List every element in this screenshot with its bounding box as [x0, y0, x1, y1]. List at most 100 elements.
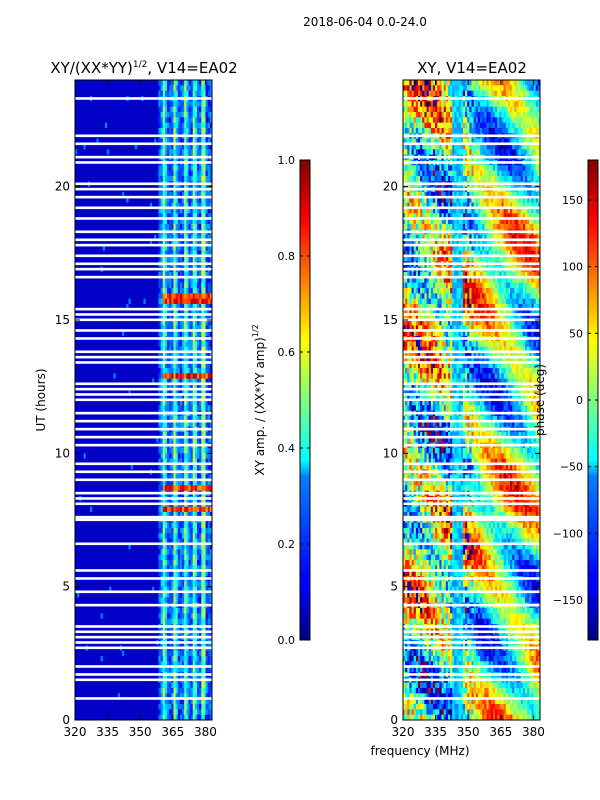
left-cell	[209, 138, 212, 145]
left-cell	[169, 144, 172, 150]
left-cell	[175, 138, 179, 145]
right-cell	[490, 144, 494, 150]
left-cell	[177, 234, 181, 241]
right-cell	[499, 106, 502, 113]
right-cell	[533, 218, 537, 225]
right-cell	[432, 138, 436, 145]
right-cell	[439, 149, 442, 155]
right-cell	[486, 192, 489, 198]
left-cell	[164, 218, 168, 225]
left-cell	[169, 522, 172, 529]
left-cell	[188, 661, 191, 667]
right-cell	[484, 138, 487, 145]
left-cell	[190, 149, 194, 155]
right-cell	[458, 218, 462, 225]
right-cell	[456, 106, 459, 113]
left-cell	[199, 432, 202, 438]
left-cell	[188, 304, 191, 310]
right-cell	[441, 138, 444, 145]
left-cell	[171, 234, 174, 241]
right-cell	[469, 176, 472, 182]
left-cell	[175, 554, 179, 561]
left-cell	[177, 165, 181, 171]
left-cell	[173, 128, 176, 134]
left-cell	[197, 586, 200, 593]
right-cell	[473, 144, 477, 150]
right-cell	[450, 192, 453, 198]
left-cell	[158, 250, 161, 257]
left-cell	[192, 245, 196, 251]
right-cell	[495, 224, 498, 230]
left-cell	[205, 112, 209, 118]
left-cell	[182, 650, 185, 657]
right-cell	[516, 149, 519, 155]
left-cell	[207, 176, 211, 182]
right-cell	[471, 176, 474, 182]
left-flagged-row	[75, 569, 212, 572]
right-cell	[403, 170, 406, 177]
left-cell	[164, 384, 168, 390]
right-cell	[413, 101, 417, 107]
left-cell	[184, 400, 187, 406]
left-cell	[171, 586, 174, 593]
left-cell	[209, 549, 212, 555]
right-cell	[522, 138, 526, 145]
left-cell	[173, 176, 176, 182]
left-cell	[199, 666, 202, 673]
left-cell	[201, 122, 204, 129]
right-cell	[495, 106, 498, 113]
left-cell	[171, 341, 174, 347]
left-flagged-row	[75, 491, 212, 495]
left-cell	[173, 282, 176, 289]
left-cell	[197, 213, 200, 219]
left-cell	[167, 128, 170, 134]
right-cell	[480, 101, 483, 107]
right-cell	[430, 138, 434, 145]
right-cell	[426, 213, 429, 219]
left-cell	[205, 544, 209, 550]
left-cell	[182, 570, 185, 577]
left-cell	[179, 394, 183, 401]
right-cell	[441, 197, 444, 203]
left-cell	[203, 176, 206, 182]
right-cell	[432, 202, 436, 209]
right-cell	[471, 112, 474, 118]
right-cell	[458, 122, 462, 129]
right-cell	[535, 218, 539, 225]
left-cell	[177, 405, 181, 411]
right-cell	[456, 80, 459, 86]
left-cell	[167, 138, 170, 145]
left-cell	[167, 362, 170, 369]
left-cell	[167, 298, 170, 305]
left-cell	[209, 309, 212, 315]
left-cell	[205, 90, 209, 97]
right-cell	[428, 192, 432, 198]
left-cell	[160, 405, 164, 411]
right-cell	[497, 218, 500, 225]
right-cell	[514, 165, 517, 171]
right-cell	[490, 176, 494, 182]
left-cell	[173, 373, 176, 379]
left-cell	[203, 693, 206, 699]
left-cell	[207, 512, 211, 518]
right-cell	[471, 122, 474, 129]
left-cell	[209, 709, 212, 715]
left-cell	[199, 80, 202, 86]
left-cell	[171, 224, 174, 230]
left-cell	[209, 656, 212, 662]
right-cell	[450, 90, 453, 97]
right-cell	[445, 80, 449, 86]
right-cell	[428, 80, 432, 86]
right-cell	[503, 208, 507, 214]
right-cell	[415, 202, 419, 209]
left-cell	[201, 394, 204, 401]
right-cell	[484, 197, 487, 203]
right-cell	[439, 176, 442, 182]
left-cell	[190, 112, 194, 118]
left-cell	[192, 346, 196, 353]
left-cell	[197, 464, 200, 470]
left-cell	[192, 464, 196, 470]
left-cell	[164, 480, 168, 486]
left-cell	[205, 656, 209, 662]
right-cell	[520, 170, 524, 177]
